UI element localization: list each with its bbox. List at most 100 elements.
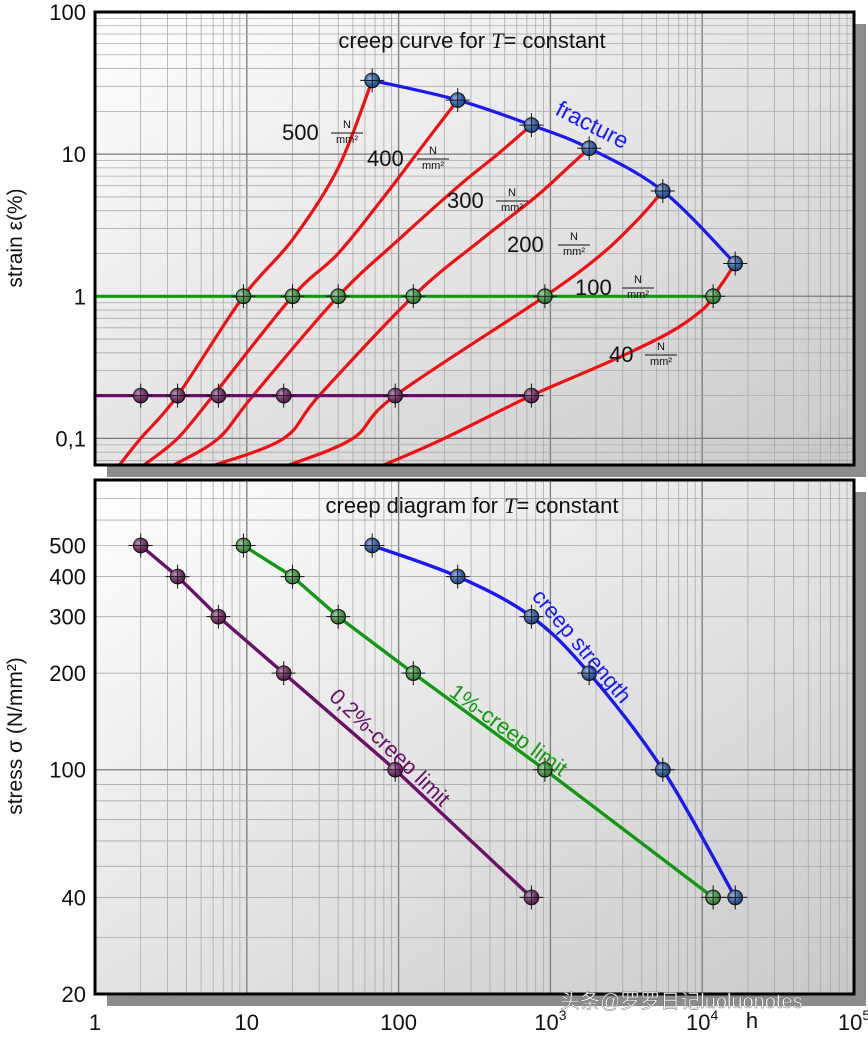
curve-label-100: 100 N mm²	[575, 274, 654, 301]
y-tick-label: 20	[62, 982, 86, 1007]
data-point	[271, 383, 296, 408]
data-point	[206, 604, 231, 629]
data-point	[165, 383, 190, 408]
x-axis-unit-label: h	[746, 1008, 758, 1032]
y-tick-label: 100	[49, 758, 86, 783]
data-point	[519, 383, 544, 408]
svg-text:mm²: mm²	[501, 202, 523, 214]
data-point	[445, 88, 470, 113]
svg-text:mm²: mm²	[336, 134, 358, 146]
y-tick-label: 300	[49, 605, 86, 630]
svg-text:200: 200	[507, 232, 544, 257]
data-point	[701, 885, 726, 910]
svg-text:300: 300	[447, 188, 484, 213]
x-tick-label: 100	[380, 1010, 417, 1032]
data-point	[280, 564, 305, 589]
top-chart-title: creep curve for T= constant	[338, 28, 605, 53]
bottom-panel	[95, 480, 854, 994]
svg-text:400: 400	[367, 146, 404, 171]
series-line-200	[213, 146, 591, 467]
watermark-text: 头条@罗罗日记luoluonotes	[560, 990, 803, 1013]
bottom-panel-frame	[93, 478, 856, 996]
x-tick-label: 104	[686, 1007, 718, 1032]
data-point	[401, 284, 426, 309]
svg-text:mm²: mm²	[563, 246, 585, 258]
top-panel-frame	[93, 10, 856, 467]
svg-text:mm²: mm²	[627, 289, 649, 301]
series-line-fracture	[370, 78, 737, 266]
y-tick-label: 400	[49, 565, 86, 590]
x-tick-label: 10	[235, 1010, 259, 1032]
x-tick-label: 1	[89, 1010, 101, 1032]
curve-label-200: 200 N mm²	[507, 231, 590, 258]
bottom-y-tick-labels: 20 40 100 200 300 400 500	[49, 533, 86, 1007]
data-point	[519, 604, 544, 629]
svg-text:N: N	[657, 341, 665, 353]
data-point	[723, 885, 748, 910]
y-tick-label: 200	[49, 661, 86, 686]
data-point	[360, 68, 385, 93]
top-y-tick-labels: 0,1 1 10 100	[49, 0, 86, 451]
data-point	[445, 564, 470, 589]
data-point	[128, 533, 153, 558]
curve-label-40: 40 N mm²	[609, 341, 677, 368]
top-y-axis-label: strain ε(%)	[4, 188, 27, 287]
data-point	[701, 284, 726, 309]
data-point	[231, 533, 256, 558]
top-grid	[95, 12, 854, 465]
svg-text:mm²: mm²	[650, 356, 672, 368]
data-point	[280, 284, 305, 309]
svg-text:N: N	[429, 145, 437, 157]
y-tick-label: 10	[62, 142, 86, 167]
curve-label-300: 300 N mm²	[447, 187, 528, 214]
svg-text:100: 100	[575, 275, 612, 300]
series-line-40	[382, 261, 737, 467]
data-point	[326, 604, 351, 629]
data-point	[401, 661, 426, 686]
bottom-grid	[95, 480, 854, 994]
data-point	[519, 885, 544, 910]
svg-text:N: N	[634, 274, 642, 286]
data-point	[206, 383, 231, 408]
x-tick-label: 105	[838, 1007, 868, 1032]
svg-text:500: 500	[282, 120, 319, 145]
bottom-y-axis-label: stress σ (N/mm²)	[4, 657, 27, 815]
svg-text:N: N	[343, 119, 351, 131]
bottom-points-layer	[128, 533, 748, 910]
x-tick-label: 103	[534, 1007, 566, 1032]
y-tick-label: 500	[49, 533, 86, 558]
data-point	[650, 757, 675, 782]
svg-text:N: N	[508, 187, 516, 199]
bottom-chart-title: creep diagram for T= constant	[326, 493, 619, 518]
y-tick-label: 100	[49, 0, 86, 25]
data-point	[577, 661, 602, 686]
data-point	[326, 284, 351, 309]
data-point	[271, 661, 296, 686]
series-line-0-2-creep-limit	[139, 543, 534, 900]
series-line-300	[172, 123, 533, 467]
svg-text:40: 40	[609, 342, 633, 367]
svg-text:N: N	[570, 231, 578, 243]
data-point	[650, 179, 675, 204]
svg-text:mm²: mm²	[422, 160, 444, 172]
curve-label-400: 400 N mm²	[367, 145, 449, 172]
data-point	[723, 251, 748, 276]
top-points-layer	[128, 68, 748, 408]
data-point	[519, 113, 544, 138]
x-tick-labels: 1 10 100 103 104 105	[89, 1007, 868, 1035]
series-line-100	[287, 189, 665, 467]
data-point	[383, 383, 408, 408]
data-point	[532, 284, 557, 309]
data-point	[165, 564, 190, 589]
data-point	[383, 757, 408, 782]
series-line-1-creep-limit	[241, 543, 715, 900]
data-point	[128, 383, 153, 408]
y-tick-label: 40	[62, 885, 86, 910]
data-point	[231, 284, 256, 309]
y-tick-label: 0,1	[55, 426, 86, 451]
data-point	[360, 533, 385, 558]
data-point	[577, 136, 602, 161]
series-line-400	[142, 98, 460, 467]
